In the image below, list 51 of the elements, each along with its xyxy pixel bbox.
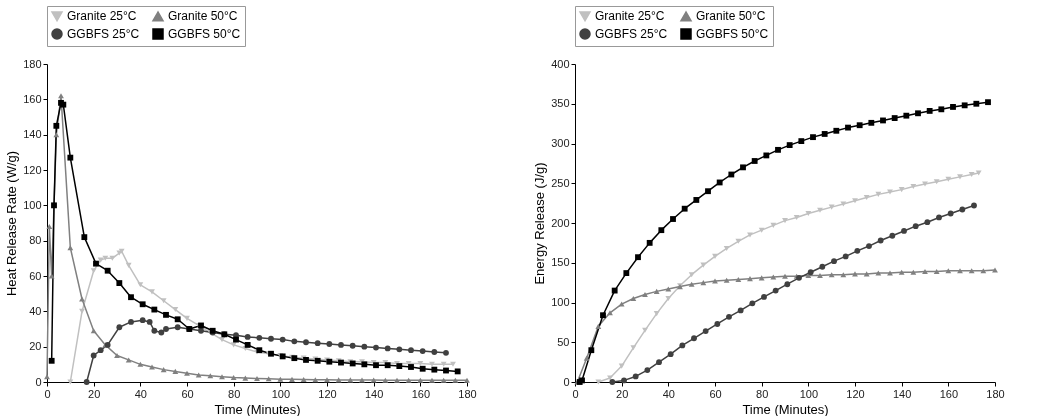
x-tick-label: 160	[939, 387, 959, 400]
legend-label: GGBFS 50°C	[168, 27, 241, 41]
y-tick-label: 250	[551, 176, 570, 189]
y-axis-title: Heat Release Rate (W/g)	[4, 150, 20, 297]
y-tick-label: 350	[551, 97, 570, 110]
x-tick-label: 0	[572, 387, 579, 400]
legend-label: GGBFS 25°C	[595, 27, 668, 41]
y-tick-label: 150	[551, 256, 570, 269]
legend-label: Granite 50°C	[696, 9, 766, 24]
y-tick-label: 20	[29, 340, 42, 353]
x-tick-label: 80	[228, 387, 241, 400]
legend-label: Granite 25°C	[595, 9, 665, 24]
x-tick-label: 80	[756, 387, 769, 400]
y-tick-label: 40	[29, 304, 42, 317]
y-tick-label: 180	[23, 57, 42, 70]
x-tick-label: 120	[846, 387, 865, 400]
y-tick-label: 140	[23, 128, 42, 141]
x-tick-label: 140	[364, 387, 384, 400]
x-tick-label: 100	[271, 387, 291, 400]
y-tick-label: 200	[551, 216, 570, 229]
y-tick-label: 300	[551, 137, 570, 149]
y-tick-label: 80	[29, 234, 42, 247]
x-tick-label: 120	[318, 387, 337, 400]
y-tick-label: 400	[551, 57, 570, 70]
legend-label: Granite 50°C	[168, 9, 238, 24]
legend-label: GGBFS 50°C	[696, 27, 769, 41]
y-tick-label: 0	[35, 375, 42, 388]
x-tick-label: 20	[616, 387, 629, 400]
y-tick-label: 120	[23, 163, 42, 176]
x-tick-label: 40	[662, 387, 675, 400]
y-tick-label: 160	[23, 92, 42, 105]
x-tick-label: 0	[44, 387, 51, 400]
y-tick-label: 50	[557, 335, 570, 348]
y-tick-label: 60	[29, 269, 42, 282]
x-tick-label: 180	[458, 387, 477, 400]
y-axis-title: Energy Release (J/g)	[532, 162, 548, 285]
y-tick-label: 100	[23, 198, 42, 211]
legend-label: Granite 25°C	[67, 9, 137, 24]
legend-label: GGBFS 25°C	[67, 27, 140, 41]
x-tick-label: 20	[88, 387, 101, 400]
x-tick-label: 40	[134, 387, 147, 400]
x-tick-label: 100	[799, 387, 819, 400]
x-tick-label: 60	[181, 387, 194, 400]
x-tick-label: 160	[411, 387, 431, 400]
x-tick-label: 60	[709, 387, 722, 400]
x-axis-title: Time (Minutes)	[214, 401, 301, 416]
x-tick-label: 140	[892, 387, 912, 400]
y-tick-label: 100	[551, 296, 570, 308]
x-axis-title: Time (Minutes)	[742, 401, 829, 416]
y-tick-label: 0	[563, 375, 570, 388]
x-tick-label: 180	[986, 387, 1005, 400]
